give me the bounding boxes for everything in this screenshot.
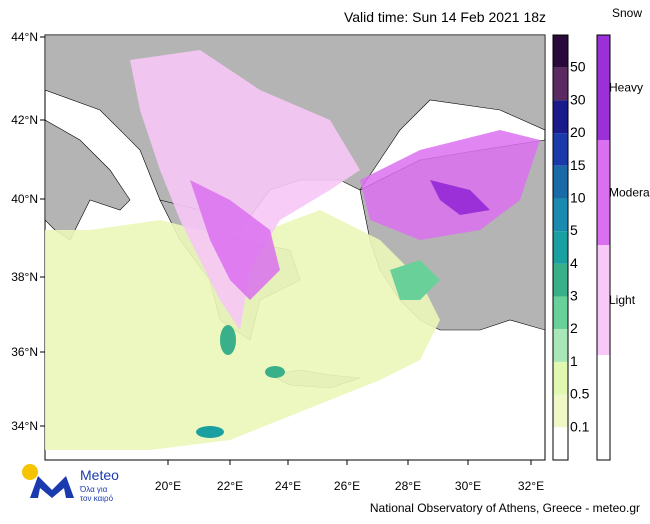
colorbar-label: 3 [570,288,578,304]
colorbar-label: 0.5 [570,386,590,402]
lon-labels: 20°E 22°E 24°E 26°E 28°E 30°E 32°E [155,460,544,493]
colorbar-segment [553,67,568,101]
logo-tagline: τον καιρό [80,494,114,503]
lat-labels: 44°N 42°N 40°N 38°N 36°N 34°N [11,30,45,433]
colorbar-frame [552,34,569,461]
colorbar-segment [553,263,568,297]
logo-tagline: Όλα για [79,485,108,494]
precip-light [45,210,440,450]
lat-label: 44°N [11,30,38,44]
lat-label: 38°N [11,270,38,284]
map: 44°N 42°N 40°N 38°N 36°N 34°N 20°E 22°E 24°E 26°… [11,30,546,493]
lon-label: 28°E [395,479,421,493]
colorbar-segment [553,198,568,232]
colorbar-label: 0.1 [570,418,590,434]
snow-frame [596,34,611,461]
land-italy [45,119,131,241]
lat-label: 36°N [11,345,38,359]
snow-label: Heavy [609,81,643,95]
colorbar-label: 5 [570,222,578,238]
rain-colorbar: 50 30 20 15 10 5 4 3 2 1 0.5 0.1 [552,34,590,461]
colorbar-label: 4 [570,255,578,271]
colorbar-segment [553,165,568,199]
colorbar-segment [553,100,568,134]
colorbar-label: 2 [570,320,578,336]
colorbar-segment [553,329,568,362]
lon-label: 22°E [217,479,243,493]
logo-sun [22,464,38,480]
snow-title: Snow [612,6,642,20]
colorbar-label: 10 [570,189,586,205]
colorbar-label: 15 [570,157,586,173]
logo-mark [30,476,74,498]
colorbar-segment [553,427,568,460]
lon-label: 32°E [518,479,544,493]
snow-segment [597,355,610,460]
snow-segment [597,245,610,355]
snow-label: Moderate [609,186,650,200]
colorbar-segment [553,133,568,166]
colorbar-label: 20 [570,124,586,140]
colorbar-segment [553,296,568,330]
colorbar-segment [553,35,568,68]
colorbar-segment [553,231,568,264]
snow-moderate-greece [190,180,280,300]
snow-heavy [430,180,490,215]
lon-label: 30°E [455,479,481,493]
colorbar-label: 50 [570,59,586,75]
title: Valid time: Sun 14 Feb 2021 18z [344,9,546,25]
lon-label: 26°E [334,479,360,493]
snow-segment [597,140,610,245]
snow-label: Light [609,293,636,307]
lat-label: 42°N [11,113,38,127]
precip-core [220,325,236,355]
lat-label: 40°N [11,192,38,206]
lat-label: 34°N [11,419,38,433]
precip-moderate [390,260,440,300]
lon-label: 20°E [155,479,181,493]
snow-segment [597,35,610,140]
colorbar-segment [553,361,568,395]
snow-light [130,50,360,330]
precip-core [265,366,285,378]
footer-credit: National Observatory of Athens, Greece -… [370,501,640,515]
logo: Meteo Όλα για τον καιρό [22,464,119,503]
precip-core [196,426,224,438]
lon-label: 24°E [275,479,301,493]
colorbar-label: 1 [570,353,578,369]
logo-name: Meteo [80,467,119,483]
colorbar-segment [553,394,568,428]
colorbar-label: 30 [570,91,586,107]
snow-colorbar: Heavy Moderate Light [596,34,650,461]
